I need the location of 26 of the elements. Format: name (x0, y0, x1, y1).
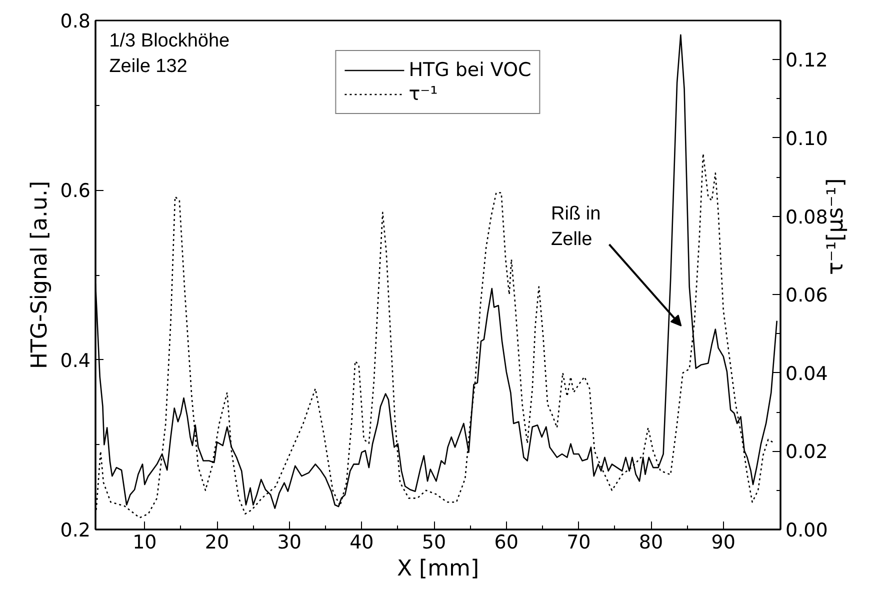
y2-tick-label: 0.02 (786, 441, 828, 464)
x-tick-label: 60 (494, 532, 518, 554)
y2-tick-label: 0.08 (786, 206, 828, 228)
x-tick-label: 70 (566, 532, 591, 554)
y-tick-label: 0.4 (60, 350, 90, 372)
legend-label: HTG bei VOC (408, 59, 532, 81)
y-axis-title: HTG-Signal [a.u.] (27, 180, 52, 370)
x-tick-label: 80 (638, 532, 664, 554)
x-tick-label: 10 (132, 532, 157, 554)
y2-tick-label: 0.04 (786, 362, 828, 385)
y2-tick-label: 0.10 (786, 128, 828, 150)
y-tick-label: 0.6 (60, 180, 90, 202)
y2-tick-label: 0.00 (786, 520, 828, 542)
x-tick-label: 20 (204, 532, 230, 554)
y2-tick-label: 0.12 (786, 50, 828, 72)
annotation: 1/3 Blockhöhe Zeile 132 (109, 30, 230, 77)
y-tick-label: 0.8 (60, 10, 90, 32)
x-tick-label: 40 (350, 532, 374, 554)
y2-tick-label: 0.06 (786, 284, 828, 307)
x-tick-label: 30 (277, 532, 302, 554)
y-tick-label: 0.2 (60, 520, 90, 542)
legend-label: τ⁻¹ (408, 83, 438, 105)
x-axis-title: X [mm] (396, 556, 480, 582)
x-tick-label: 50 (422, 532, 446, 554)
annotation: Riß in Zelle (551, 204, 601, 250)
x-tick-label: 90 (711, 532, 736, 554)
